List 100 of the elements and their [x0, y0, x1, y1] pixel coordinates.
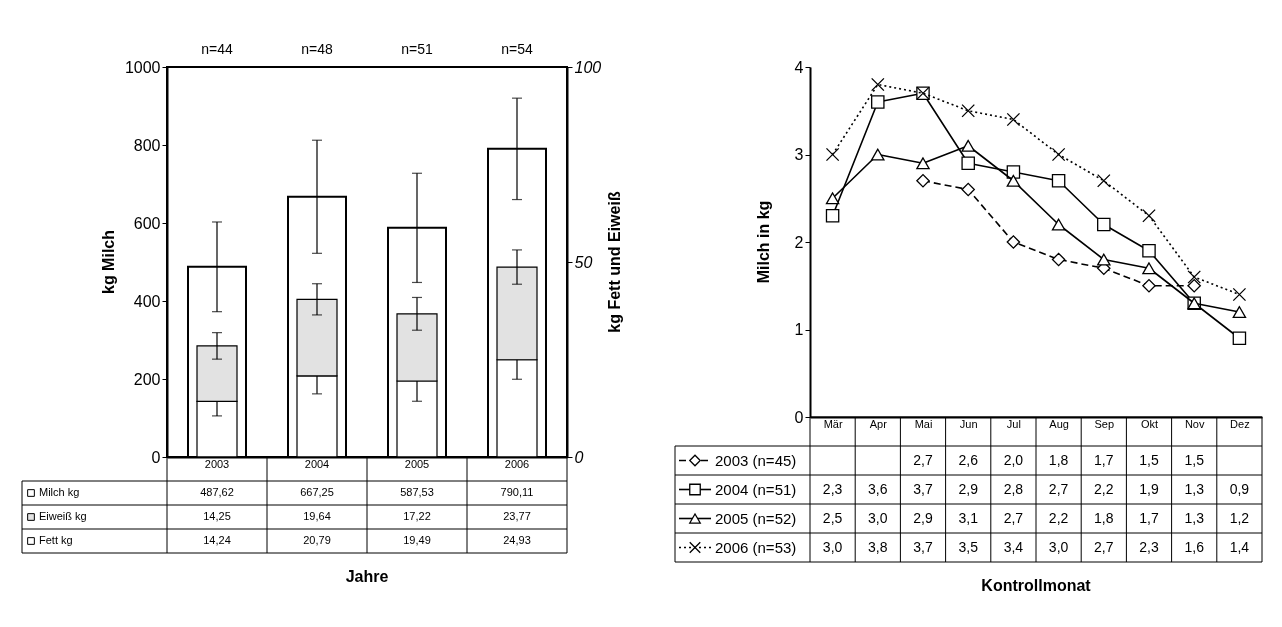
point	[825, 147, 840, 162]
legend-label: 2006 (n=53)	[715, 538, 797, 556]
data-label: 1,7	[1139, 509, 1159, 526]
data-label: 2,9	[958, 480, 979, 497]
x-tick-label: 2004	[304, 457, 330, 470]
y2-tick-label: 0	[574, 448, 584, 466]
text: n=48	[301, 41, 333, 57]
legend-label: 2004 (n=51)	[715, 480, 797, 498]
x-tick-label: Dez	[1230, 417, 1250, 430]
y2-tick-label: 50	[574, 253, 593, 271]
point	[1142, 243, 1156, 258]
point	[1051, 173, 1066, 188]
x-tick-label: Mai	[914, 417, 933, 430]
data-label: 3,7	[913, 480, 933, 497]
point	[1097, 253, 1111, 266]
data-label: 2,2	[1094, 480, 1114, 497]
legend-label: Milch kg	[39, 486, 80, 498]
data-label: 2,5	[822, 509, 843, 526]
x-tick-label: Jul	[1006, 417, 1021, 430]
data-label: 3,0	[868, 509, 888, 526]
data-label: 2,7	[1094, 538, 1114, 555]
point	[825, 192, 840, 205]
data-label: 14,25	[203, 510, 231, 522]
point	[1142, 278, 1156, 293]
data-label: 2,0	[1003, 451, 1024, 468]
data-label: 2,7	[1048, 480, 1069, 497]
point	[1232, 287, 1247, 302]
data-label: 3,5	[958, 538, 979, 555]
y2-axis-title: kg Fett und Eiweiß	[606, 191, 623, 333]
point	[961, 156, 975, 171]
data-label: 1,3	[1184, 480, 1205, 497]
data-label: 1,7	[1094, 451, 1114, 468]
data-label: 3,6	[868, 480, 888, 497]
data-label: 0,9	[1229, 480, 1250, 497]
text: n=51	[401, 41, 433, 57]
data-label: 2,9	[913, 509, 933, 526]
point	[916, 157, 930, 170]
point	[1142, 208, 1156, 223]
point	[916, 173, 930, 188]
data-label: 1,8	[1094, 509, 1114, 526]
point	[1232, 306, 1247, 318]
data-label: 2,2	[1048, 509, 1069, 526]
data-label: 487,62	[200, 486, 234, 498]
point	[825, 208, 840, 223]
data-label: 2,7	[913, 451, 933, 468]
text: n=54	[501, 41, 533, 57]
point	[961, 103, 975, 118]
legend-label: Fett kg	[39, 534, 73, 546]
y-tick-label: 800	[133, 136, 161, 154]
y-tick-label: 2	[794, 233, 804, 251]
point	[871, 95, 885, 109]
point	[1187, 278, 1201, 293]
data-label: 1,5	[1184, 451, 1205, 468]
data-label: 667,25	[300, 486, 334, 498]
x-tick-label: 2006	[504, 457, 530, 470]
point	[1006, 112, 1021, 127]
data-label: 3,0	[822, 538, 843, 555]
data-label: 2,7	[1003, 509, 1024, 526]
point	[871, 77, 885, 92]
data-label: 23,77	[503, 510, 531, 522]
data-label: 2,3	[1139, 538, 1159, 555]
point	[1097, 217, 1111, 232]
data-label: 1,4	[1229, 538, 1250, 555]
legend-label: Eiweiß kg	[39, 510, 87, 522]
y2-tick-label: 100	[574, 58, 602, 76]
y-tick-label: 0	[794, 408, 804, 426]
data-label: 790,11	[500, 486, 534, 498]
point	[961, 139, 975, 152]
x-axis-title: Jahre	[345, 568, 389, 585]
point	[1006, 235, 1021, 249]
x-axis-title: Kontrollmonat	[981, 577, 1092, 594]
data-label: 3,1	[958, 509, 979, 526]
data-label: 19,64	[303, 510, 331, 522]
data-label: 1,5	[1139, 451, 1159, 468]
x-tick-label: Mär	[823, 417, 843, 430]
x-tick-label: 2003	[204, 457, 230, 470]
y-tick-label: 3	[794, 146, 804, 163]
text: n=44	[201, 41, 233, 57]
data-label: 2,3	[822, 480, 843, 497]
y-tick-label: 200	[133, 370, 161, 388]
data-label: 1,9	[1139, 480, 1159, 497]
point	[1232, 331, 1247, 346]
point	[1187, 270, 1201, 284]
data-label: 1,3	[1184, 509, 1205, 526]
data-label: 1,6	[1184, 538, 1205, 555]
legend-label: 2005 (n=52)	[715, 509, 797, 527]
data-label: 1,2	[1229, 509, 1250, 526]
data-label: 24,93	[503, 534, 531, 546]
point	[1097, 173, 1111, 188]
x-tick-label: Sep	[1094, 417, 1115, 430]
data-label: 587,53	[400, 486, 434, 498]
x-tick-label: 2005	[404, 457, 430, 470]
y-tick-label: 4	[794, 58, 804, 76]
point	[1142, 262, 1156, 275]
data-label: 3,0	[1048, 538, 1069, 555]
data-label: 1,8	[1048, 451, 1069, 468]
data-label: 3,7	[913, 538, 933, 555]
data-label: 14,24	[203, 534, 231, 546]
point	[871, 148, 885, 161]
x-tick-label: Nov	[1184, 417, 1205, 430]
